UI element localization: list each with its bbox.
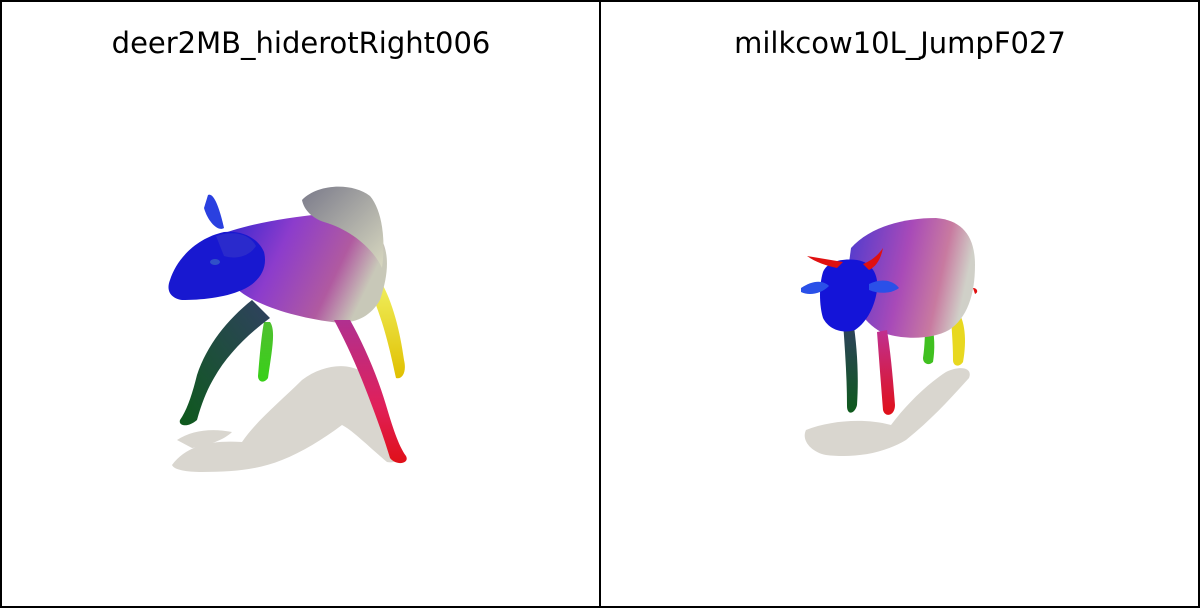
deer-mesh-render [168,186,407,472]
panel-left: deer2MB_hiderotRight006 [2,0,600,604]
panel-divider [599,0,601,608]
panel-title-right: milkcow10L_JumpF027 [734,26,1066,60]
panel-title-left: deer2MB_hiderotRight006 [111,26,491,60]
panel-right: milkcow10L_JumpF027 [601,0,1199,604]
cow-mesh-render [801,218,978,457]
